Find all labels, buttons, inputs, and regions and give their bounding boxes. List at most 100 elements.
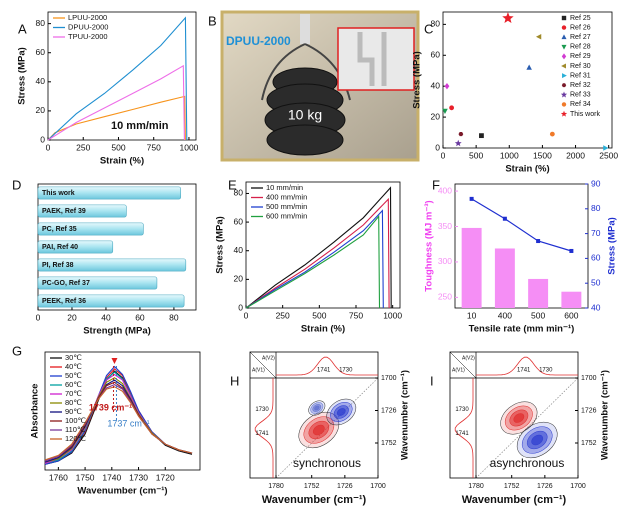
trace: [254, 378, 274, 478]
annotation: 10 mm/min: [111, 120, 169, 132]
y-tick-label: 40: [431, 80, 441, 90]
x-tick-label: 1752: [504, 483, 520, 490]
legend-marker: [562, 73, 567, 79]
y-tick-label: 40: [591, 302, 601, 312]
x-tick-label: 1760: [49, 472, 68, 482]
contour-label: synchronous: [293, 456, 361, 470]
trace: [476, 356, 578, 376]
panel-label: B: [208, 13, 217, 28]
peak-label: 1741: [255, 431, 269, 437]
legend-label: 400 mm/min: [266, 192, 307, 201]
y-axis-title: Wavenumber (cm⁻¹): [400, 370, 411, 460]
bar-label: PI, Ref 38: [42, 262, 74, 269]
legend-label: 10 mm/min: [266, 183, 303, 192]
y-tick-label: 1752: [581, 440, 597, 447]
peak-arrow: [111, 358, 118, 364]
x-axis-title: Strain (%): [505, 164, 549, 175]
x-axis-title: Wavenumber (cm⁻¹): [77, 486, 167, 497]
bar: [37, 294, 185, 308]
bar: [461, 227, 482, 308]
plot-frame: [47, 11, 197, 141]
legend-marker: [561, 102, 567, 107]
legend-label: Ref 28: [570, 44, 591, 51]
panel-label: D: [12, 177, 21, 192]
legend-label: This work: [570, 111, 600, 118]
panel-label: F: [432, 177, 440, 192]
x-tick-label: 0: [46, 142, 51, 152]
x-tick-label: 600: [564, 310, 578, 320]
plot-frame: [249, 351, 379, 479]
bar: [37, 276, 158, 290]
point: [569, 248, 574, 253]
legend-label: DPUU-2000: [68, 22, 108, 31]
legend-label: 40℃: [65, 362, 82, 371]
x-tick-label: 0: [244, 310, 249, 320]
y-tick-label: 1700: [381, 375, 397, 382]
point: [449, 105, 455, 111]
legend-marker: [561, 63, 566, 69]
y-tick-label: 1700: [581, 375, 597, 382]
peak-label: 1741: [317, 368, 331, 374]
bar-label: This work: [42, 190, 75, 197]
x-tick-label: 1500: [533, 150, 552, 160]
legend-marker: [560, 91, 568, 98]
y-tick-label: 60: [431, 50, 441, 60]
contour: [513, 413, 525, 423]
y-tick-label: 60: [36, 47, 46, 57]
legend-label: 100℃: [65, 416, 87, 425]
y-tick-label: 50: [591, 277, 601, 287]
x-tick-label: 1740: [102, 472, 121, 482]
legend-label: 500 mm/min: [266, 202, 307, 211]
photo-label: DPUU-2000: [226, 34, 291, 48]
legend-marker: [561, 53, 567, 60]
point: [536, 239, 541, 244]
y-tick-label: 40: [36, 76, 46, 86]
y-axis-title: Stress (MPa): [607, 217, 618, 275]
x-axis-title: Strain (%): [100, 156, 144, 167]
bar: [37, 240, 114, 254]
plot-frame: [454, 183, 589, 309]
x-tick-label: 750: [147, 142, 161, 152]
peak-label: 1741: [455, 431, 469, 437]
panel-label: G: [12, 343, 22, 358]
contour: [312, 424, 325, 436]
bar: [561, 291, 582, 308]
y-tick-label: 1726: [381, 407, 397, 414]
panel-label: A: [18, 21, 27, 36]
divider: [449, 351, 477, 379]
legend-label: Ref 27: [570, 34, 591, 41]
x-tick-label: 1780: [268, 483, 284, 490]
y-axis-title: Toughness (MJ m⁻³): [424, 200, 435, 291]
contour-label: asynchronous: [490, 456, 565, 470]
x-tick-label: 1780: [468, 483, 484, 490]
peak-label: 1730: [455, 407, 469, 413]
x-tick-label: 500: [469, 150, 483, 160]
bar-label: PC-GO, Ref 37: [42, 280, 90, 287]
point: [469, 196, 474, 201]
weights: [264, 67, 346, 156]
plot-frame: [44, 351, 201, 471]
x-tick-label: 40: [101, 312, 111, 322]
bar: [37, 186, 182, 200]
x-tick-label: 80: [169, 312, 179, 322]
point: [454, 139, 462, 147]
x-tick-label: 2500: [599, 150, 618, 160]
series-line: [245, 197, 390, 309]
x-axis-title: Wavenumber (cm⁻¹): [262, 494, 367, 506]
bar: [494, 248, 515, 308]
trace: [454, 378, 474, 478]
point: [444, 82, 450, 90]
x-tick-label: 400: [498, 310, 512, 320]
y-tick-label: 80: [36, 18, 46, 28]
legend-label: 90℃: [65, 407, 82, 416]
y-tick-label: 0: [40, 134, 45, 144]
x-tick-label: 1000: [500, 150, 519, 160]
x-axis-title: Strength (MPa): [83, 326, 151, 337]
point: [502, 12, 514, 24]
x-tick-label: 60: [135, 312, 145, 322]
legend-label: 110℃: [65, 425, 86, 434]
x-tick-label: 0: [36, 312, 41, 322]
legend-label: Ref 33: [570, 92, 591, 99]
x-tick-label: 750: [349, 310, 363, 320]
